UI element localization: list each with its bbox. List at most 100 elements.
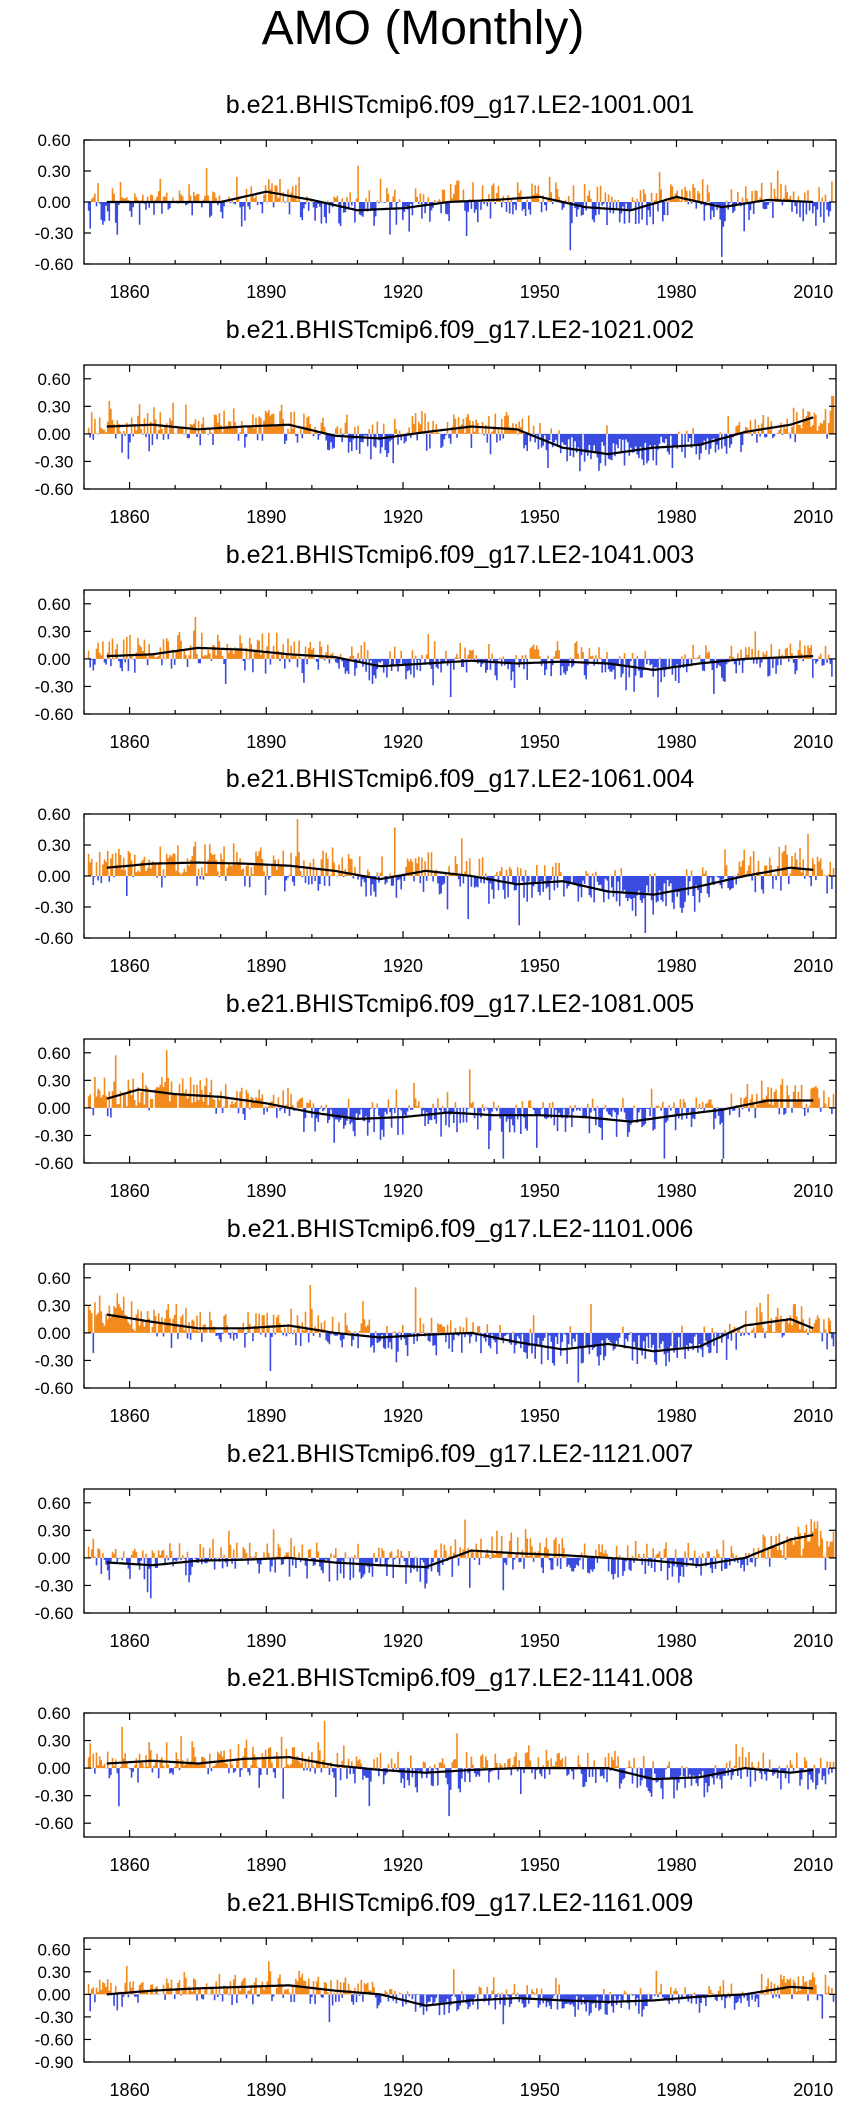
plot-frame bbox=[83, 1712, 837, 1838]
x-tick-label: 1890 bbox=[246, 1181, 286, 1201]
x-tick-label: 1950 bbox=[520, 1631, 560, 1651]
x-tick-label: 1920 bbox=[383, 507, 423, 527]
x-tick-label: 1890 bbox=[246, 1631, 286, 1651]
smoothed-line bbox=[106, 861, 814, 896]
panel-8: b.e21.BHISTcmip6.f09_g17.LE2-1141.008 0.6… bbox=[35, 1664, 837, 1875]
x-tick-label: 1860 bbox=[110, 2080, 150, 2100]
positive-anomaly-bars bbox=[87, 1720, 835, 1769]
panel-title: b.e21.BHISTcmip6.f09_g17.LE2-1161.009 bbox=[227, 1889, 694, 1917]
smoothed-line bbox=[106, 416, 814, 456]
x-tick-label: 2010 bbox=[793, 1631, 833, 1651]
plot-frame bbox=[83, 589, 837, 715]
y-tick-label: -0.30 bbox=[35, 1126, 74, 1145]
panel-title: b.e21.BHISTcmip6.f09_g17.LE2-1001.001 bbox=[226, 91, 694, 119]
panel-title: b.e21.BHISTcmip6.f09_g17.LE2-1141.008 bbox=[227, 1664, 694, 1692]
x-tick-label: 2010 bbox=[793, 1855, 833, 1875]
y-tick-label: -0.30 bbox=[35, 1787, 74, 1806]
y-tick-label: 0.00 bbox=[37, 650, 70, 669]
negative-anomaly-bars bbox=[87, 202, 832, 257]
x-tick-label: 2010 bbox=[793, 1406, 833, 1426]
x-tick-label: 1860 bbox=[110, 1181, 150, 1201]
y-tick-label: -0.30 bbox=[35, 898, 74, 917]
x-tick-label: 1890 bbox=[246, 507, 286, 527]
x-tick-label: 1920 bbox=[383, 282, 423, 302]
y-tick-label: -0.60 bbox=[35, 929, 74, 948]
smoothed-line bbox=[106, 1755, 814, 1781]
x-tick-label: 1950 bbox=[520, 732, 560, 752]
y-tick-label: 0.30 bbox=[37, 1296, 70, 1315]
y-tick-label: 0.00 bbox=[37, 1099, 70, 1118]
y-tick-label: 0.30 bbox=[37, 622, 70, 641]
panel-9: b.e21.BHISTcmip6.f09_g17.LE2-1161.009 0.6… bbox=[35, 1889, 837, 2100]
x-tick-label: 1980 bbox=[656, 1631, 696, 1651]
x-tick-label: 1950 bbox=[520, 1406, 560, 1426]
smoothed-line bbox=[106, 1533, 814, 1569]
smoothed-line bbox=[106, 646, 814, 672]
x-tick-label: 1890 bbox=[246, 956, 286, 976]
plot-frame bbox=[83, 1038, 837, 1164]
monthly-bars bbox=[87, 1720, 835, 1817]
negative-anomaly-bars bbox=[90, 1107, 833, 1159]
smoothed-line bbox=[106, 1984, 814, 2007]
plot-frame bbox=[83, 1263, 837, 1389]
negative-anomaly-bars bbox=[90, 1768, 833, 1817]
y-tick-label: 0.00 bbox=[37, 867, 70, 886]
smoothed-line bbox=[106, 1088, 814, 1123]
y-tick-label: 0.30 bbox=[37, 162, 70, 181]
x-tick-label: 1890 bbox=[246, 2080, 286, 2100]
y-tick-label: 0.60 bbox=[37, 131, 70, 150]
y-tick-label: 0.60 bbox=[37, 1704, 70, 1723]
y-tick-label: -0.30 bbox=[35, 1351, 74, 1370]
y-tick-label: 0.60 bbox=[37, 370, 70, 389]
panel-title: b.e21.BHISTcmip6.f09_g17.LE2-1081.005 bbox=[226, 990, 694, 1018]
x-tick-label: 1950 bbox=[520, 2080, 560, 2100]
x-tick-label: 2010 bbox=[793, 1181, 833, 1201]
y-tick-label: -0.60 bbox=[35, 480, 74, 499]
y-tick-label: -0.60 bbox=[35, 1379, 74, 1398]
positive-anomaly-bars bbox=[87, 1961, 833, 1995]
x-tick-label: 1890 bbox=[246, 732, 286, 752]
x-tick-label: 2010 bbox=[793, 2080, 833, 2100]
y-tick-label: 0.30 bbox=[37, 836, 70, 855]
y-tick-label: -0.30 bbox=[35, 224, 74, 243]
x-tick-label: 1860 bbox=[110, 1855, 150, 1875]
x-tick-label: 1860 bbox=[110, 1406, 150, 1426]
x-tick-label: 1950 bbox=[520, 956, 560, 976]
smoothed-line bbox=[106, 1313, 814, 1353]
y-tick-label: 0.00 bbox=[37, 1549, 70, 1568]
y-tick-label: 0.30 bbox=[37, 1521, 70, 1540]
x-tick-label: 1950 bbox=[520, 282, 560, 302]
panel-title: b.e21.BHISTcmip6.f09_g17.LE2-1101.006 bbox=[227, 1215, 694, 1243]
x-tick-label: 1980 bbox=[656, 1181, 696, 1201]
x-tick-label: 1950 bbox=[520, 1855, 560, 1875]
y-tick-label: -0.60 bbox=[35, 1604, 74, 1623]
panel-3: b.e21.BHISTcmip6.f09_g17.LE2-1041.003 0.6… bbox=[35, 541, 837, 752]
smoothed-line bbox=[106, 190, 814, 212]
y-tick-label: 0.30 bbox=[37, 1732, 70, 1751]
x-tick-label: 1860 bbox=[110, 956, 150, 976]
plot-frame bbox=[83, 364, 837, 490]
y-tick-label: -0.60 bbox=[35, 1154, 74, 1173]
y-tick-label: -0.60 bbox=[35, 255, 74, 274]
x-tick-label: 1980 bbox=[656, 282, 696, 302]
x-tick-label: 1920 bbox=[383, 956, 423, 976]
y-tick-label: 0.60 bbox=[37, 1494, 70, 1513]
panel-title: b.e21.BHISTcmip6.f09_g17.LE2-1021.002 bbox=[226, 316, 694, 344]
monthly-bars bbox=[87, 1519, 835, 1599]
plot-frame bbox=[83, 1488, 837, 1614]
y-tick-label: 0.60 bbox=[37, 805, 70, 824]
y-tick-label: 0.60 bbox=[37, 1269, 70, 1288]
x-tick-label: 2010 bbox=[793, 732, 833, 752]
panel-1: b.e21.BHISTcmip6.f09_g17.LE2-1001.001 0.6… bbox=[35, 91, 837, 302]
x-tick-label: 1920 bbox=[383, 1631, 423, 1651]
panel-title: b.e21.BHISTcmip6.f09_g17.LE2-1061.004 bbox=[226, 765, 694, 793]
monthly-bars bbox=[87, 395, 835, 472]
x-tick-label: 1950 bbox=[520, 507, 560, 527]
x-tick-label: 1980 bbox=[656, 507, 696, 527]
x-tick-label: 1860 bbox=[110, 1631, 150, 1651]
y-tick-label: 0.00 bbox=[37, 1985, 70, 2004]
positive-anomaly-bars bbox=[87, 1519, 835, 1558]
panel-title: b.e21.BHISTcmip6.f09_g17.LE2-1041.003 bbox=[226, 541, 694, 569]
x-tick-label: 1920 bbox=[383, 1181, 423, 1201]
